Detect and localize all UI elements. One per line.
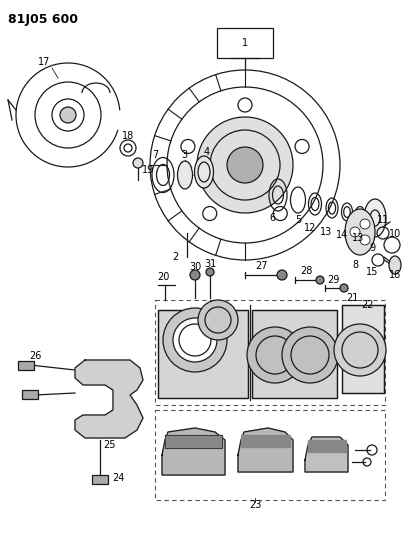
- Circle shape: [334, 324, 386, 376]
- Text: 12: 12: [304, 223, 316, 233]
- Text: 28: 28: [300, 266, 312, 276]
- Bar: [158, 310, 248, 398]
- Circle shape: [238, 98, 252, 112]
- Circle shape: [133, 158, 143, 168]
- Text: 11: 11: [377, 215, 389, 225]
- Ellipse shape: [364, 199, 386, 237]
- Text: 29: 29: [327, 275, 339, 285]
- Text: 1: 1: [242, 38, 248, 48]
- Text: 22: 22: [361, 300, 373, 310]
- Circle shape: [277, 270, 287, 280]
- Text: 7: 7: [152, 150, 158, 160]
- Circle shape: [203, 207, 217, 221]
- Text: 10: 10: [389, 229, 401, 239]
- Circle shape: [360, 219, 370, 229]
- Circle shape: [340, 284, 348, 292]
- Text: 15: 15: [366, 267, 378, 277]
- Text: 27: 27: [256, 261, 268, 271]
- Circle shape: [350, 227, 360, 237]
- Text: 18: 18: [122, 131, 134, 141]
- Bar: [342, 305, 384, 393]
- Bar: [155, 300, 385, 405]
- Text: 20: 20: [157, 272, 169, 282]
- Circle shape: [316, 276, 324, 284]
- Text: 25: 25: [104, 440, 116, 450]
- Circle shape: [163, 308, 227, 372]
- Circle shape: [273, 207, 287, 221]
- Text: 13: 13: [352, 233, 364, 243]
- Text: 21: 21: [346, 293, 358, 303]
- Text: 6: 6: [269, 213, 275, 223]
- Text: 31: 31: [204, 259, 216, 269]
- Text: 5: 5: [295, 215, 301, 225]
- Text: 81J05 600: 81J05 600: [8, 13, 78, 26]
- Text: 30: 30: [189, 262, 201, 272]
- Ellipse shape: [389, 256, 401, 274]
- Ellipse shape: [345, 209, 375, 255]
- Text: 19: 19: [142, 165, 154, 175]
- Text: 4: 4: [204, 147, 210, 157]
- Bar: [92, 475, 108, 484]
- Bar: [158, 310, 248, 398]
- Polygon shape: [162, 428, 225, 475]
- Bar: [18, 361, 34, 370]
- Text: 26: 26: [29, 351, 41, 361]
- Bar: [342, 305, 384, 393]
- Text: 3: 3: [181, 150, 187, 160]
- Bar: [252, 310, 337, 398]
- Circle shape: [197, 117, 293, 213]
- Circle shape: [282, 327, 338, 383]
- Circle shape: [295, 140, 309, 154]
- Circle shape: [198, 300, 238, 340]
- Polygon shape: [75, 360, 143, 438]
- Ellipse shape: [177, 161, 193, 189]
- Circle shape: [181, 140, 195, 154]
- Polygon shape: [241, 435, 290, 447]
- Bar: [22, 390, 38, 399]
- Circle shape: [206, 268, 214, 276]
- Circle shape: [247, 327, 303, 383]
- Text: 23: 23: [249, 500, 261, 510]
- Bar: [217, 28, 273, 58]
- Polygon shape: [165, 435, 222, 448]
- Bar: [252, 310, 337, 398]
- Circle shape: [173, 318, 217, 362]
- Text: 16: 16: [389, 270, 401, 280]
- Text: 13: 13: [320, 227, 332, 237]
- Circle shape: [60, 107, 76, 123]
- Text: 2: 2: [172, 252, 178, 262]
- Polygon shape: [305, 437, 348, 472]
- Text: 17: 17: [38, 57, 50, 67]
- Text: 8: 8: [352, 260, 358, 270]
- Circle shape: [360, 235, 370, 245]
- Circle shape: [227, 147, 263, 183]
- Text: 9: 9: [369, 243, 375, 253]
- Text: 14: 14: [336, 230, 348, 240]
- Bar: [155, 410, 385, 500]
- Polygon shape: [308, 440, 346, 452]
- Text: 24: 24: [112, 473, 124, 483]
- Circle shape: [190, 270, 200, 280]
- Ellipse shape: [195, 156, 213, 188]
- Polygon shape: [238, 428, 293, 472]
